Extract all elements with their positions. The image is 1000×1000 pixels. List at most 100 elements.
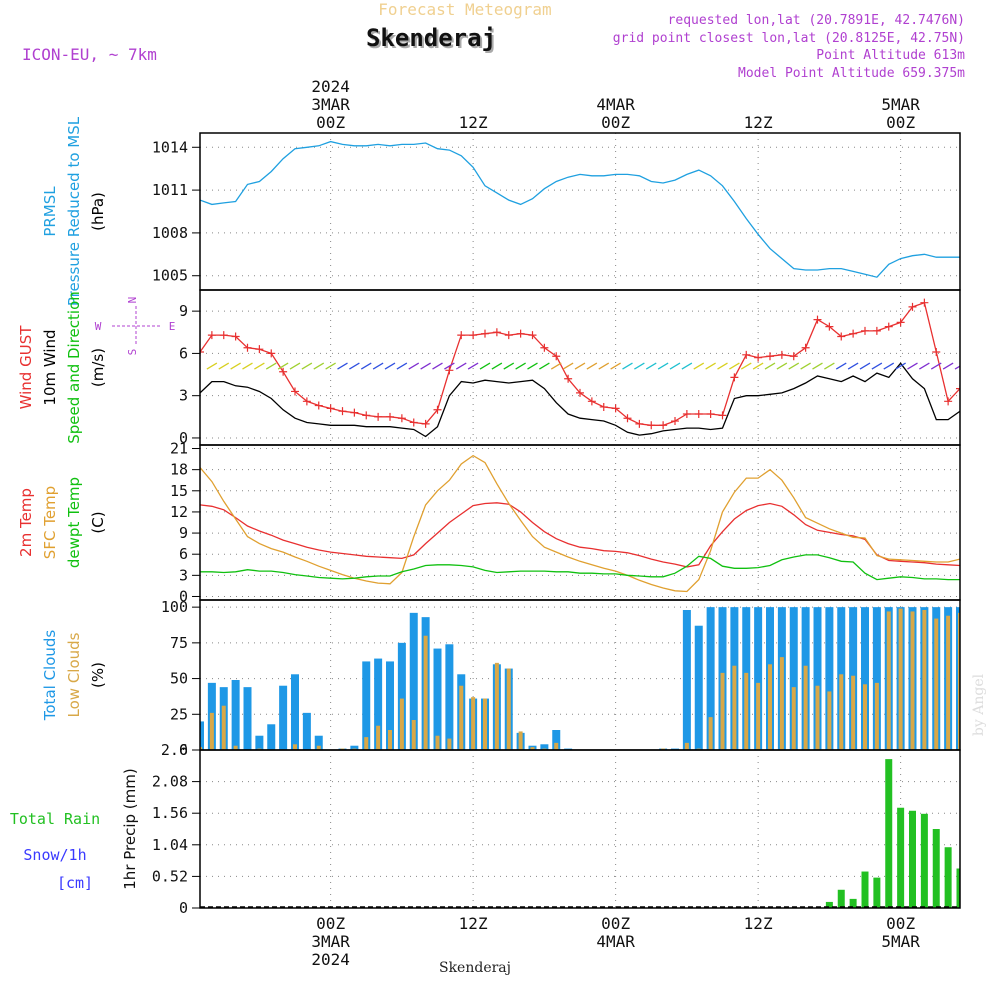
gust-point-marker bbox=[872, 326, 881, 335]
wind-direction-arrow bbox=[776, 362, 788, 370]
top-time-label: 00Z bbox=[316, 113, 345, 132]
y-tick-label: 0 bbox=[179, 741, 188, 759]
total-cloud-bar bbox=[445, 644, 454, 750]
grid-point: grid point closest lon,lat (20.8125E, 42… bbox=[613, 31, 965, 46]
wind-direction-arrow bbox=[349, 362, 360, 370]
y-axis-label: Speed and Direction bbox=[65, 291, 83, 444]
wind-direction-arrow bbox=[503, 362, 515, 370]
point-altitude: Point Altitude 613m bbox=[816, 48, 965, 63]
wind-direction-arrow bbox=[289, 362, 301, 370]
wind-direction-arrow bbox=[384, 362, 396, 370]
wind-direction-arrow bbox=[883, 362, 895, 370]
low-cloud-bar bbox=[459, 685, 464, 750]
total-cloud-bar bbox=[314, 735, 323, 750]
gust-point-marker bbox=[540, 343, 549, 352]
y-tick-label: 2.08 bbox=[152, 773, 188, 791]
total-cloud-bar bbox=[552, 730, 561, 750]
wind-direction-arrow bbox=[265, 362, 277, 370]
y-tick-label: 50 bbox=[170, 670, 188, 688]
gust-point-marker bbox=[338, 407, 347, 416]
wind-direction-arrow bbox=[705, 362, 716, 370]
low-cloud-bar bbox=[316, 745, 321, 750]
gust-point-marker bbox=[469, 331, 478, 340]
wind-direction-arrow bbox=[337, 362, 348, 370]
y-tick-label: 0 bbox=[179, 587, 188, 605]
panel-frame bbox=[199, 599, 961, 751]
gust-point-marker bbox=[647, 421, 656, 430]
total-cloud-bar bbox=[350, 745, 359, 750]
station-shadow: Skenderaj bbox=[368, 26, 498, 54]
gust-point-marker bbox=[932, 348, 941, 356]
y-axis-label: 1hr Precip (mm) bbox=[121, 768, 139, 889]
total-cloud-bar bbox=[861, 607, 869, 750]
wind-direction-arrow bbox=[254, 362, 265, 370]
wind-direction-arrow bbox=[372, 362, 384, 370]
y-tick-label: 18 bbox=[170, 461, 188, 479]
y-axis-label: PRMSL bbox=[41, 186, 59, 237]
total-cloud-bar bbox=[813, 607, 822, 750]
low-cloud-bar bbox=[768, 664, 772, 750]
y-tick-label: 0 bbox=[179, 899, 188, 917]
low-cloud-bar bbox=[411, 720, 416, 750]
total-cloud-bar bbox=[540, 744, 549, 750]
y-axis-label: Wind GUST bbox=[17, 325, 35, 410]
low-cloud-bar bbox=[815, 685, 820, 750]
gust-point-marker bbox=[801, 343, 810, 352]
y-axis-label: 2m Temp bbox=[17, 488, 35, 557]
footer-station: Skenderaj bbox=[439, 960, 511, 976]
y-tick-label: 1008 bbox=[152, 224, 188, 242]
gust-point-marker bbox=[956, 384, 960, 393]
rain-bar bbox=[920, 813, 928, 908]
wind-direction-arrow bbox=[313, 362, 325, 370]
precip-legend-label: Snow/1h bbox=[23, 846, 86, 864]
bottom-time-label: 4MAR bbox=[596, 932, 635, 951]
y-tick-label: 3 bbox=[179, 566, 188, 584]
gust-point-marker bbox=[481, 329, 489, 338]
total-cloud-bar bbox=[825, 607, 834, 750]
gust-point-marker bbox=[694, 410, 703, 418]
gust-point-marker bbox=[528, 331, 537, 340]
y-tick-label: 9 bbox=[179, 302, 188, 320]
y-tick-label: 1011 bbox=[152, 181, 188, 199]
low-cloud-bar bbox=[958, 612, 960, 750]
gust-point-marker bbox=[766, 352, 774, 361]
total-cloud-bar bbox=[255, 735, 264, 750]
bottom-time-label: 2024 bbox=[311, 950, 350, 969]
wind-direction-arrow bbox=[539, 362, 550, 370]
total-cloud-bar bbox=[397, 642, 406, 750]
gust-point-marker bbox=[671, 417, 679, 426]
gust-point-marker bbox=[492, 328, 501, 337]
requested-point: requested lon,lat (20.7891E, 42.7476N) bbox=[668, 13, 965, 28]
top-time-label: 00Z bbox=[601, 113, 630, 132]
wind-direction-arrow bbox=[895, 362, 906, 370]
total-cloud-bar bbox=[872, 607, 881, 750]
gust-point-marker bbox=[326, 404, 335, 413]
gust-point-marker bbox=[825, 322, 834, 331]
total-cloud-bar bbox=[682, 610, 691, 750]
gust-point-marker bbox=[635, 419, 644, 428]
panel-pressure: 1005 1008 1011 1014 PRMSL Pressure Reduced to… bbox=[41, 116, 961, 306]
low-cloud-bar bbox=[447, 738, 452, 750]
total-cloud-bar bbox=[789, 607, 798, 750]
wind-direction-arrow bbox=[277, 362, 289, 370]
wind-direction-arrow bbox=[717, 362, 728, 370]
low-cloud-bar bbox=[898, 608, 903, 750]
wind-direction-arrow bbox=[693, 362, 705, 370]
y-axis-label: (m/s) bbox=[89, 348, 107, 387]
gust-point-marker bbox=[659, 421, 668, 430]
rain-bar bbox=[897, 807, 905, 908]
wind-direction-arrow bbox=[645, 362, 657, 370]
panel-frame bbox=[199, 749, 961, 909]
panel-temperature: 0 3 6 9 12 15 18 21 2m Temp SFC Temp dewpt Temp (C) bbox=[17, 440, 961, 605]
total-cloud-bar bbox=[231, 680, 240, 750]
bottom-time-label: 12Z bbox=[744, 914, 773, 933]
gust-point-marker bbox=[386, 412, 394, 421]
total-cloud-bar bbox=[754, 607, 763, 750]
low-cloud-bar bbox=[530, 747, 535, 750]
gust-point-marker bbox=[944, 397, 953, 406]
gust-point-marker bbox=[884, 322, 893, 331]
gust-point-marker bbox=[861, 326, 869, 335]
wind-direction-arrow bbox=[432, 362, 443, 370]
wind-direction-arrow bbox=[230, 362, 241, 370]
